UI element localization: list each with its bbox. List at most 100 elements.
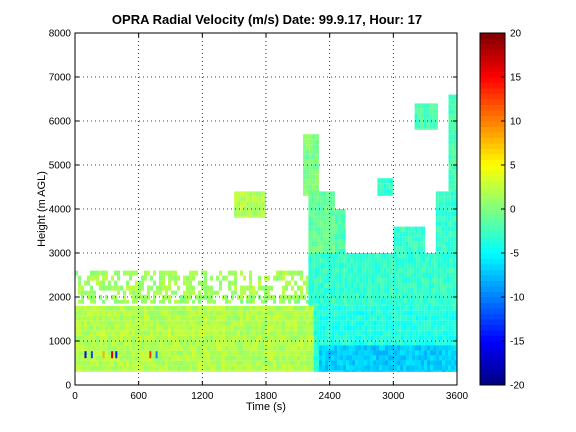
heatmap-cell	[303, 340, 306, 346]
heatmap-cell	[435, 108, 438, 114]
heatmap-cell	[341, 229, 344, 234]
heatmap-cell	[314, 216, 318, 222]
heatmap-cell	[328, 370, 332, 372]
heatmap-cell	[391, 345, 395, 351]
heatmap-cell	[397, 360, 401, 366]
heatmap-cell	[282, 335, 285, 341]
heatmap-cell	[337, 310, 341, 316]
colorbar-step	[480, 192, 505, 199]
heatmap-cell	[447, 216, 451, 222]
heatmap-cell	[219, 335, 222, 341]
heatmap-cell	[213, 325, 216, 331]
heatmap-cell	[352, 315, 356, 321]
heatmap-cell	[138, 350, 141, 356]
heatmap-cell	[449, 303, 453, 306]
grid-lines	[75, 33, 457, 385]
heatmap-cell	[147, 360, 150, 366]
heatmap-cell	[81, 320, 84, 326]
heatmap-cell	[315, 144, 319, 150]
heatmap-cell	[449, 288, 453, 293]
heatmap-cell	[337, 355, 341, 361]
heatmap-cell	[448, 109, 452, 115]
heatmap-cell	[340, 365, 344, 371]
heatmap-cell	[443, 253, 447, 258]
heatmap-cell	[141, 280, 144, 286]
heatmap-cell	[347, 278, 351, 283]
heatmap-cell	[156, 370, 159, 372]
heatmap-cell	[344, 273, 348, 278]
heatmap-cell	[180, 315, 183, 321]
colorbar-step	[480, 242, 505, 248]
heatmap-cell	[394, 360, 398, 366]
heatmap-cell	[183, 299, 186, 304]
heatmap-cell	[343, 325, 347, 331]
heatmap-cell	[204, 350, 207, 356]
heatmap-cell	[320, 303, 324, 306]
heatmap-cell	[335, 278, 339, 283]
heatmap-cell	[386, 298, 390, 303]
heatmap-cell	[394, 350, 398, 356]
heatmap-cell	[396, 251, 400, 253]
heatmap-cell	[177, 285, 180, 291]
colorbar-step	[480, 231, 505, 237]
heatmap-cell	[406, 360, 410, 366]
heatmap-cell	[440, 283, 444, 288]
heatmap-cell	[317, 211, 321, 217]
heatmap-cell	[264, 290, 267, 295]
heatmap-cell	[433, 305, 437, 311]
heatmap-cell	[75, 335, 78, 341]
heatmap-cell	[156, 305, 159, 311]
heatmap-cell	[325, 315, 329, 321]
heatmap-cell	[397, 365, 401, 371]
heatmap-cell	[159, 290, 162, 295]
heatmap-cell	[264, 191, 266, 197]
heatmap-cell	[291, 365, 294, 371]
heatmap-cell	[448, 325, 452, 331]
heatmap-cell	[303, 139, 307, 145]
heatmap-cell	[413, 298, 417, 303]
heatmap-cell	[331, 365, 335, 371]
heatmap-cell	[279, 275, 282, 281]
heatmap-cell	[420, 246, 424, 252]
heatmap-cell	[306, 154, 310, 160]
heatmap-cell	[453, 196, 457, 202]
heatmap-cell	[356, 298, 360, 303]
heatmap-cell	[391, 305, 395, 311]
heatmap-cell	[192, 370, 195, 372]
heatmap-cell	[78, 275, 81, 281]
heatmap-cell	[117, 335, 120, 341]
heatmap-cell	[320, 273, 324, 278]
heatmap-cell	[451, 164, 455, 170]
heatmap-cell	[438, 246, 442, 252]
heatmap-cell	[126, 370, 129, 372]
heatmap-cell	[362, 293, 366, 298]
heatmap-cell	[159, 350, 162, 356]
heatmap-cell	[340, 340, 344, 346]
heatmap-cell	[144, 360, 147, 366]
heatmap-cell	[428, 258, 432, 263]
heatmap-cell	[258, 191, 262, 197]
heatmap-cell	[377, 293, 381, 298]
heatmap-cell	[398, 258, 402, 263]
heatmap-cell	[315, 134, 319, 140]
heatmap-cell	[358, 310, 362, 316]
heatmap-cell	[454, 124, 457, 130]
heatmap-cell	[361, 360, 365, 366]
heatmap-cell	[413, 258, 417, 263]
heatmap-cell	[316, 335, 320, 341]
heatmap-cell	[422, 288, 426, 293]
heatmap-cell	[448, 330, 452, 336]
colorbar-step	[480, 181, 505, 188]
heatmap-cell	[306, 144, 310, 150]
heatmap-cell	[452, 273, 456, 278]
heatmap-cell	[249, 216, 253, 218]
heatmap-cell	[453, 191, 457, 197]
heatmap-cell	[258, 335, 261, 341]
heatmap-cell	[418, 335, 422, 341]
heatmap-cell	[439, 320, 443, 326]
heatmap-cell	[308, 206, 312, 212]
heatmap-cell	[400, 340, 404, 346]
heatmap-cell	[411, 236, 415, 242]
heatmap-cell	[234, 305, 237, 311]
heatmap-cell	[300, 315, 303, 321]
